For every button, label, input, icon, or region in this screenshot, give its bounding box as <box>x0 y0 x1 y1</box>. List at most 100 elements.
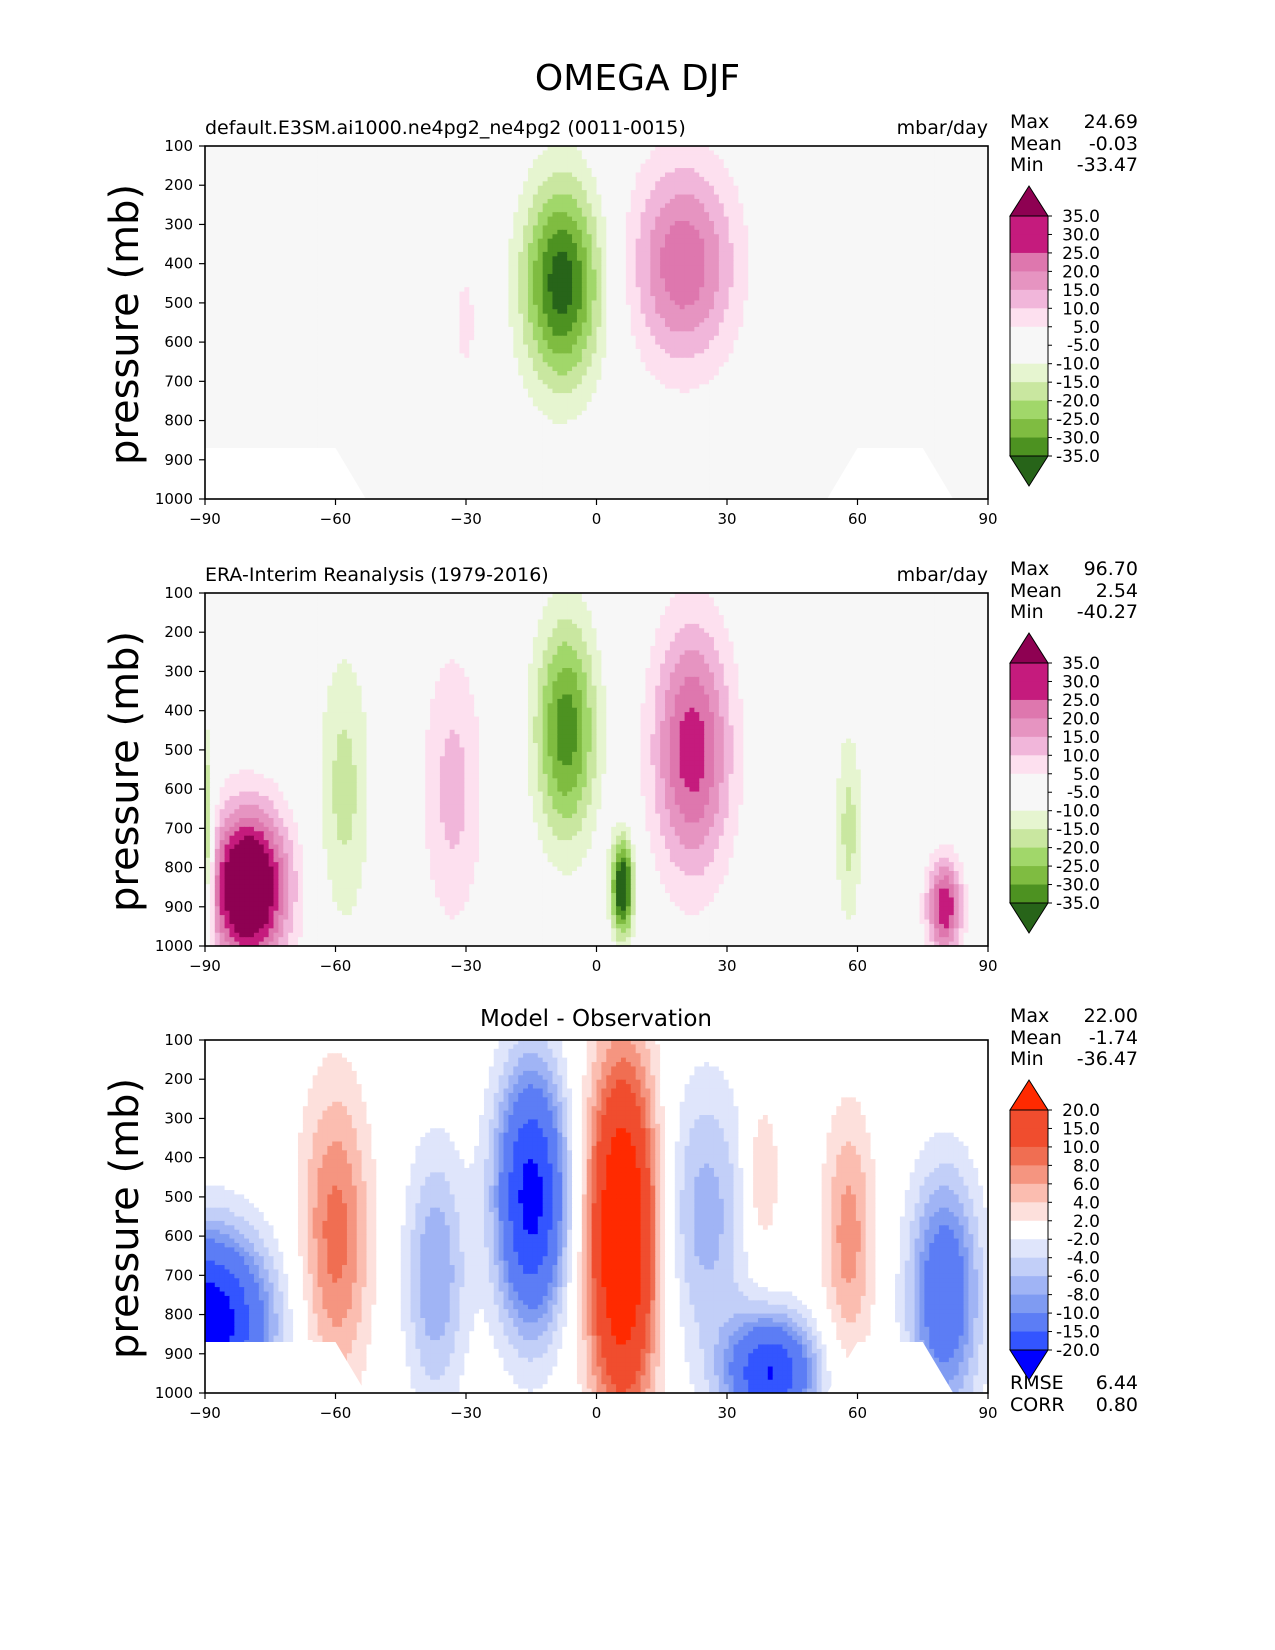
colorbar-label: 6.0 <box>1073 1175 1100 1195</box>
colorbar-label: 10.0 <box>1062 1138 1100 1158</box>
stat-mean: Mean 2.54 <box>1010 580 1138 603</box>
y-tick-label: 300 <box>164 215 193 233</box>
panel-2-units: mbar/day <box>897 564 988 586</box>
x-tick-label: 30 <box>717 1404 736 1422</box>
colorbar-label: -25.0 <box>1056 857 1100 877</box>
colorbar-label: -10.0 <box>1056 1304 1100 1324</box>
stat-max: Max 22.00 <box>1010 1005 1138 1028</box>
y-tick-label: 1000 <box>155 1384 193 1402</box>
colorbar-label: 5.0 <box>1073 765 1100 785</box>
colorbar-label: 35.0 <box>1062 207 1100 227</box>
x-tick-label: −90 <box>189 510 221 528</box>
colorbar-label: 2.0 <box>1073 1212 1100 1232</box>
colorbar-label: 30.0 <box>1062 672 1100 692</box>
colorbar-label: 30.0 <box>1062 225 1100 245</box>
colorbar-label: 10.0 <box>1062 746 1100 766</box>
colorbar-label: -10.0 <box>1056 802 1100 822</box>
colorbar-label: -15.0 <box>1056 373 1100 393</box>
y-tick-label: 400 <box>164 255 193 273</box>
colorbar-label: -30.0 <box>1056 429 1100 449</box>
y-tick-label: 900 <box>164 451 193 469</box>
colorbar-label: -20.0 <box>1056 839 1100 859</box>
x-tick-label: 60 <box>848 1404 867 1422</box>
colorbar-label: 5.0 <box>1073 318 1100 338</box>
x-tick-label: −60 <box>320 957 352 975</box>
x-tick-label: 60 <box>848 957 867 975</box>
colorbar-label: -35.0 <box>1056 447 1100 467</box>
colorbar-label: 10.0 <box>1062 299 1100 319</box>
panel-1-units: mbar/day <box>897 117 988 139</box>
colorbar-label: -4.0 <box>1067 1249 1100 1269</box>
x-tick-label: 90 <box>978 957 997 975</box>
contour-cells <box>205 1040 988 1393</box>
x-tick-label: −30 <box>450 957 482 975</box>
y-tick-label: 500 <box>164 1188 193 1206</box>
stat-max: Max 96.70 <box>1010 558 1138 581</box>
x-tick-label: 90 <box>978 510 997 528</box>
panel-3-stats: Max 22.00 Mean -1.74 Min -36.47 <box>1010 1005 1138 1071</box>
colorbar-label: -35.0 <box>1056 894 1100 914</box>
panel-2-colorbar: 35.030.025.020.015.010.05.0-5.0-10.0-15.… <box>1009 632 1100 934</box>
colorbar-label: -6.0 <box>1067 1267 1100 1287</box>
y-tick-label: 700 <box>164 819 193 837</box>
panel-3-title: Model - Observation <box>186 1006 1006 1032</box>
x-tick-label: 0 <box>592 510 602 528</box>
colorbar-label: 4.0 <box>1073 1193 1100 1213</box>
colorbar-label: -20.0 <box>1056 392 1100 412</box>
y-tick-label: 400 <box>164 1149 193 1167</box>
figure-title: OMEGA DJF <box>0 58 1275 99</box>
y-tick-label: 200 <box>164 176 193 194</box>
panel-2-title: ERA-Interim Reanalysis (1979-2016) <box>205 564 549 586</box>
colorbar-label: -2.0 <box>1067 1230 1100 1250</box>
stat-corr: CORR 0.80 <box>1010 1394 1138 1417</box>
colorbar-label: -15.0 <box>1056 1323 1100 1343</box>
stat-mean: Mean -1.74 <box>1010 1027 1138 1050</box>
y-tick-label: 800 <box>164 859 193 877</box>
x-tick-label: 60 <box>848 510 867 528</box>
y-tick-label: 500 <box>164 741 193 759</box>
y-tick-label: 700 <box>164 1266 193 1284</box>
y-tick-label: 300 <box>164 662 193 680</box>
y-tick-label: 800 <box>164 1306 193 1324</box>
y-tick-label: 200 <box>164 1070 193 1088</box>
x-tick-label: −30 <box>450 510 482 528</box>
colorbar-label: -5.0 <box>1067 783 1100 803</box>
y-tick-label: 200 <box>164 623 193 641</box>
x-tick-label: −30 <box>450 1404 482 1422</box>
topography-mask <box>205 448 954 499</box>
colorbar-label: 15.0 <box>1062 1119 1100 1139</box>
topography-mask <box>205 1342 954 1393</box>
x-tick-label: 90 <box>978 1404 997 1422</box>
colorbar-label: 8.0 <box>1073 1156 1100 1176</box>
panel-1-title: default.E3SM.ai1000.ne4pg2_ne4pg2 (0011-… <box>205 117 686 139</box>
colorbar-label: 25.0 <box>1062 691 1100 711</box>
y-tick-label: 1000 <box>155 937 193 955</box>
stat-mean: Mean -0.03 <box>1010 133 1138 156</box>
contour-cells <box>205 146 988 499</box>
colorbar-label: 25.0 <box>1062 244 1100 264</box>
x-tick-label: −60 <box>320 510 352 528</box>
colorbar-label: -25.0 <box>1056 410 1100 430</box>
stat-min: Min -33.47 <box>1010 154 1138 177</box>
stat-min: Min -40.27 <box>1010 601 1138 624</box>
colorbar-label: -10.0 <box>1056 355 1100 375</box>
y-tick-label: 1000 <box>155 490 193 508</box>
panel-3-colorbar: 20.015.010.08.06.04.02.0-2.0-4.0-6.0-8.0… <box>1009 1079 1100 1381</box>
panel-3-extra-stats: RMSE 6.44 CORR 0.80 <box>1010 1372 1138 1417</box>
colorbar-label: 20.0 <box>1062 1101 1100 1121</box>
y-tick-label: 600 <box>164 333 193 351</box>
colorbar-label: 35.0 <box>1062 654 1100 674</box>
colorbar-label: -20.0 <box>1056 1341 1100 1361</box>
y-tick-label: 100 <box>164 584 193 602</box>
y-tick-label: 600 <box>164 780 193 798</box>
contour-cells <box>205 593 988 946</box>
y-tick-label: 400 <box>164 702 193 720</box>
colorbar-label: -5.0 <box>1067 336 1100 356</box>
x-tick-label: −90 <box>189 1404 221 1422</box>
colorbar-label: -30.0 <box>1056 876 1100 896</box>
stat-max: Max 24.69 <box>1010 111 1138 134</box>
colorbar-label: 15.0 <box>1062 728 1100 748</box>
